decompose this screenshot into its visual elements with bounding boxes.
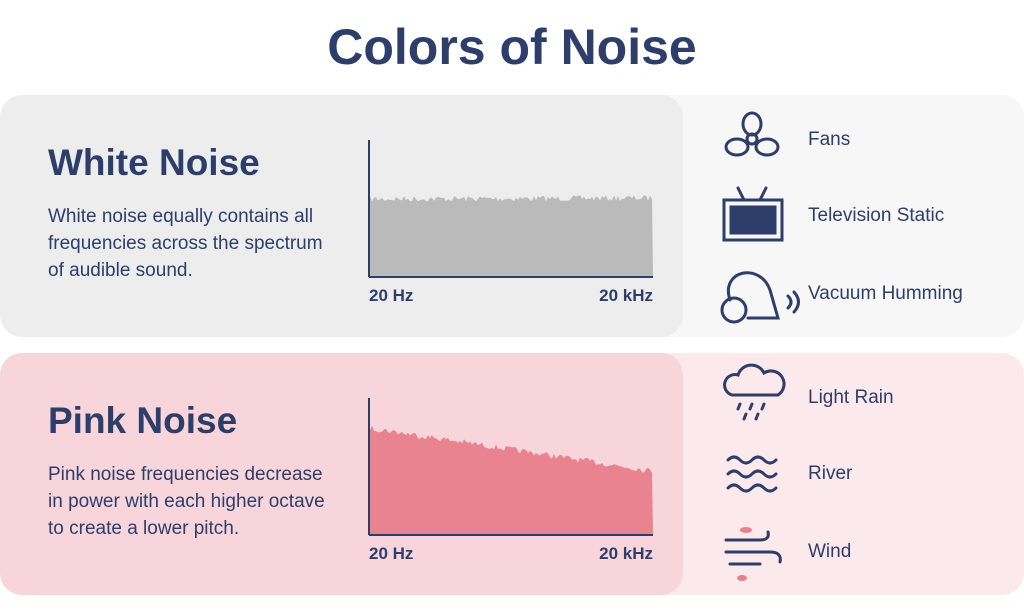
example-label: Fans bbox=[808, 129, 851, 150]
noise-spectrum bbox=[370, 195, 653, 277]
noise-spectrum bbox=[370, 425, 653, 535]
example-label: Wind bbox=[808, 541, 852, 562]
example-label: River bbox=[808, 463, 853, 484]
axis-label: 20 Hz bbox=[369, 544, 414, 563]
example-label: Light Rain bbox=[808, 387, 894, 408]
example-label: Television Static bbox=[808, 205, 945, 226]
section-description: White noise equally contains all frequen… bbox=[48, 206, 323, 281]
title: Colors of Noise bbox=[327, 19, 697, 75]
section-heading: White Noise bbox=[48, 142, 260, 183]
axis-label: 20 Hz bbox=[369, 286, 414, 305]
axis-label: 20 kHz bbox=[599, 286, 653, 305]
axis-label: 20 kHz bbox=[599, 544, 653, 563]
section-heading: Pink Noise bbox=[48, 400, 238, 441]
section-description: Pink noise frequencies decrease in power… bbox=[48, 464, 325, 539]
icons bbox=[720, 111, 800, 581]
example-label: Vacuum Humming bbox=[808, 283, 963, 304]
